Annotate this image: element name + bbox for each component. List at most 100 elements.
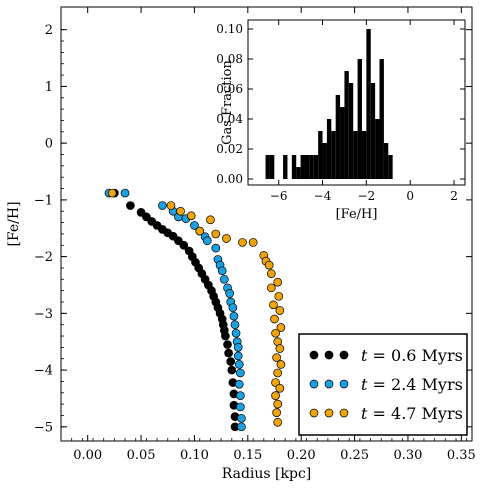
histogram-bar bbox=[296, 167, 301, 179]
data-point bbox=[248, 238, 258, 247]
histogram-bar bbox=[309, 155, 314, 179]
histogram-bar bbox=[300, 155, 305, 179]
series-0 bbox=[110, 188, 240, 432]
data-point bbox=[266, 283, 276, 293]
inset-y-tick-label: 0.00 bbox=[216, 172, 243, 186]
series-2 bbox=[107, 188, 286, 427]
data-point bbox=[237, 422, 246, 432]
data-point bbox=[223, 340, 232, 349]
histogram-bar bbox=[269, 155, 275, 179]
data-point bbox=[272, 353, 281, 362]
data-point bbox=[269, 300, 278, 310]
data-point bbox=[120, 188, 130, 198]
data-point bbox=[275, 306, 285, 315]
histogram-bar bbox=[357, 59, 362, 179]
inset-x-tick-label: 0 bbox=[406, 189, 414, 203]
data-point bbox=[211, 229, 221, 239]
inset-y-tick-label: 0.06 bbox=[216, 82, 243, 96]
inset-y-axis-label: Gas Fraction bbox=[220, 59, 235, 144]
data-point bbox=[107, 188, 117, 198]
histogram-bar bbox=[388, 155, 393, 179]
data-point bbox=[231, 328, 241, 338]
data-point bbox=[225, 289, 235, 298]
data-point bbox=[272, 408, 281, 417]
inset-y-tick-label: 0.08 bbox=[216, 52, 243, 66]
inset-y-tick-label: 0.02 bbox=[216, 142, 243, 156]
histogram-bar bbox=[322, 143, 327, 179]
data-point bbox=[273, 368, 283, 378]
x-tick-label: 0.25 bbox=[340, 448, 369, 463]
data-point bbox=[219, 274, 229, 284]
main-plot-frame bbox=[60, 6, 473, 442]
legend-entry-label: t = 2.4 Myrs bbox=[361, 375, 463, 394]
data-point bbox=[235, 402, 245, 412]
data-point bbox=[221, 331, 230, 341]
data-point bbox=[206, 215, 215, 225]
data-point bbox=[229, 311, 239, 321]
data-point bbox=[179, 240, 189, 250]
data-point bbox=[273, 399, 283, 409]
data-point bbox=[233, 343, 243, 352]
legend-entry-label: t = 4.7 Myrs bbox=[361, 404, 463, 423]
data-point bbox=[273, 277, 283, 287]
x-axis-label: Radius [kpc] bbox=[222, 466, 312, 482]
series-1 bbox=[104, 188, 246, 432]
data-point bbox=[275, 383, 285, 393]
y-tick-label: −1 bbox=[34, 193, 53, 208]
histogram-bar bbox=[326, 119, 332, 179]
y-axis-label: [Fe/H] bbox=[6, 201, 22, 246]
data-point bbox=[190, 221, 199, 230]
histogram-bar bbox=[283, 155, 288, 179]
data-point bbox=[226, 357, 236, 366]
histogram-bar bbox=[379, 59, 384, 179]
x-tick-label: 0.05 bbox=[127, 448, 156, 463]
y-tick-label: −4 bbox=[34, 364, 53, 379]
data-point bbox=[224, 348, 233, 358]
inset-x-tick-label: −4 bbox=[314, 189, 332, 203]
data-point bbox=[270, 314, 279, 324]
data-point bbox=[271, 391, 280, 400]
y-tick-label: −5 bbox=[34, 420, 53, 435]
data-point bbox=[234, 360, 244, 369]
data-point bbox=[271, 328, 280, 338]
data-point bbox=[228, 303, 238, 313]
main-scatter-plot: 0.00 0.05 0.10 0.15 0.20 0.25 0.30 0.35210−1−2−… bbox=[6, 6, 476, 482]
histogram-bar bbox=[304, 155, 310, 179]
y-tick-label: 1 bbox=[45, 80, 53, 95]
y-tick-label: 2 bbox=[45, 23, 53, 38]
data-point bbox=[126, 201, 135, 210]
y-tick-label: 0 bbox=[45, 137, 53, 152]
legend-marker bbox=[309, 350, 319, 360]
data-point bbox=[227, 365, 237, 375]
legend-marker bbox=[324, 379, 334, 389]
data-point bbox=[235, 368, 245, 378]
x-tick-label: 0.15 bbox=[233, 448, 262, 463]
data-point bbox=[266, 269, 276, 278]
x-tick-label: 0.00 bbox=[73, 448, 102, 463]
inset-x-axis-label: [Fe/H] bbox=[336, 207, 378, 222]
legend-marker bbox=[309, 379, 319, 389]
data-point bbox=[274, 291, 284, 301]
data-point bbox=[276, 360, 286, 369]
x-tick-label: 0.20 bbox=[287, 448, 316, 463]
legend-marker bbox=[339, 379, 349, 389]
x-tick-label: 0.10 bbox=[180, 448, 209, 463]
inset-x-tick-label: −6 bbox=[270, 189, 288, 203]
histogram-bar bbox=[344, 71, 349, 179]
inset-y-tick-label: 0.10 bbox=[216, 22, 243, 36]
data-point bbox=[233, 351, 243, 361]
data-point bbox=[158, 201, 167, 210]
legend-marker bbox=[324, 408, 334, 418]
data-point bbox=[222, 234, 231, 243]
histogram-bar bbox=[291, 155, 297, 179]
data-point bbox=[234, 379, 244, 389]
data-point bbox=[217, 266, 227, 276]
legend-marker bbox=[339, 350, 349, 360]
legend-marker bbox=[339, 408, 349, 418]
histogram-bar bbox=[340, 107, 345, 179]
histogram-bar bbox=[265, 155, 270, 179]
histogram-bar bbox=[375, 119, 380, 179]
histogram-bar bbox=[335, 95, 341, 179]
data-point bbox=[238, 238, 247, 247]
histogram-bar bbox=[383, 143, 389, 179]
